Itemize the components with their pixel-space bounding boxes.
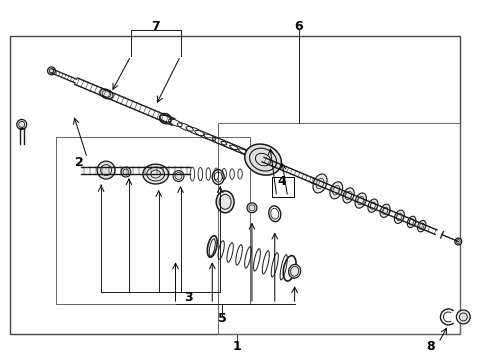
Text: 7: 7 xyxy=(151,20,160,33)
Ellipse shape xyxy=(343,188,354,203)
Ellipse shape xyxy=(330,182,343,199)
Ellipse shape xyxy=(216,191,234,213)
Text: 8: 8 xyxy=(426,340,435,353)
Text: 3: 3 xyxy=(184,291,193,303)
Text: 4: 4 xyxy=(277,175,286,189)
Bar xyxy=(10,36,460,334)
Circle shape xyxy=(121,167,131,177)
Ellipse shape xyxy=(289,264,300,278)
Circle shape xyxy=(247,203,257,213)
Text: 5: 5 xyxy=(218,312,226,325)
Circle shape xyxy=(456,310,470,324)
Circle shape xyxy=(97,161,115,179)
Ellipse shape xyxy=(380,204,390,217)
Ellipse shape xyxy=(417,220,426,232)
Ellipse shape xyxy=(313,174,327,193)
Text: 2: 2 xyxy=(75,156,84,168)
Circle shape xyxy=(48,67,55,75)
Bar xyxy=(218,123,460,334)
Bar xyxy=(272,177,294,197)
Ellipse shape xyxy=(355,193,367,208)
Ellipse shape xyxy=(407,216,416,228)
Text: 6: 6 xyxy=(294,20,303,33)
Ellipse shape xyxy=(394,210,404,224)
Ellipse shape xyxy=(368,199,378,212)
Bar xyxy=(56,137,250,304)
Text: 1: 1 xyxy=(233,340,242,353)
Circle shape xyxy=(17,120,26,129)
Circle shape xyxy=(173,171,184,181)
Circle shape xyxy=(455,238,462,245)
Ellipse shape xyxy=(143,164,169,184)
Ellipse shape xyxy=(245,144,281,175)
Ellipse shape xyxy=(100,89,113,99)
